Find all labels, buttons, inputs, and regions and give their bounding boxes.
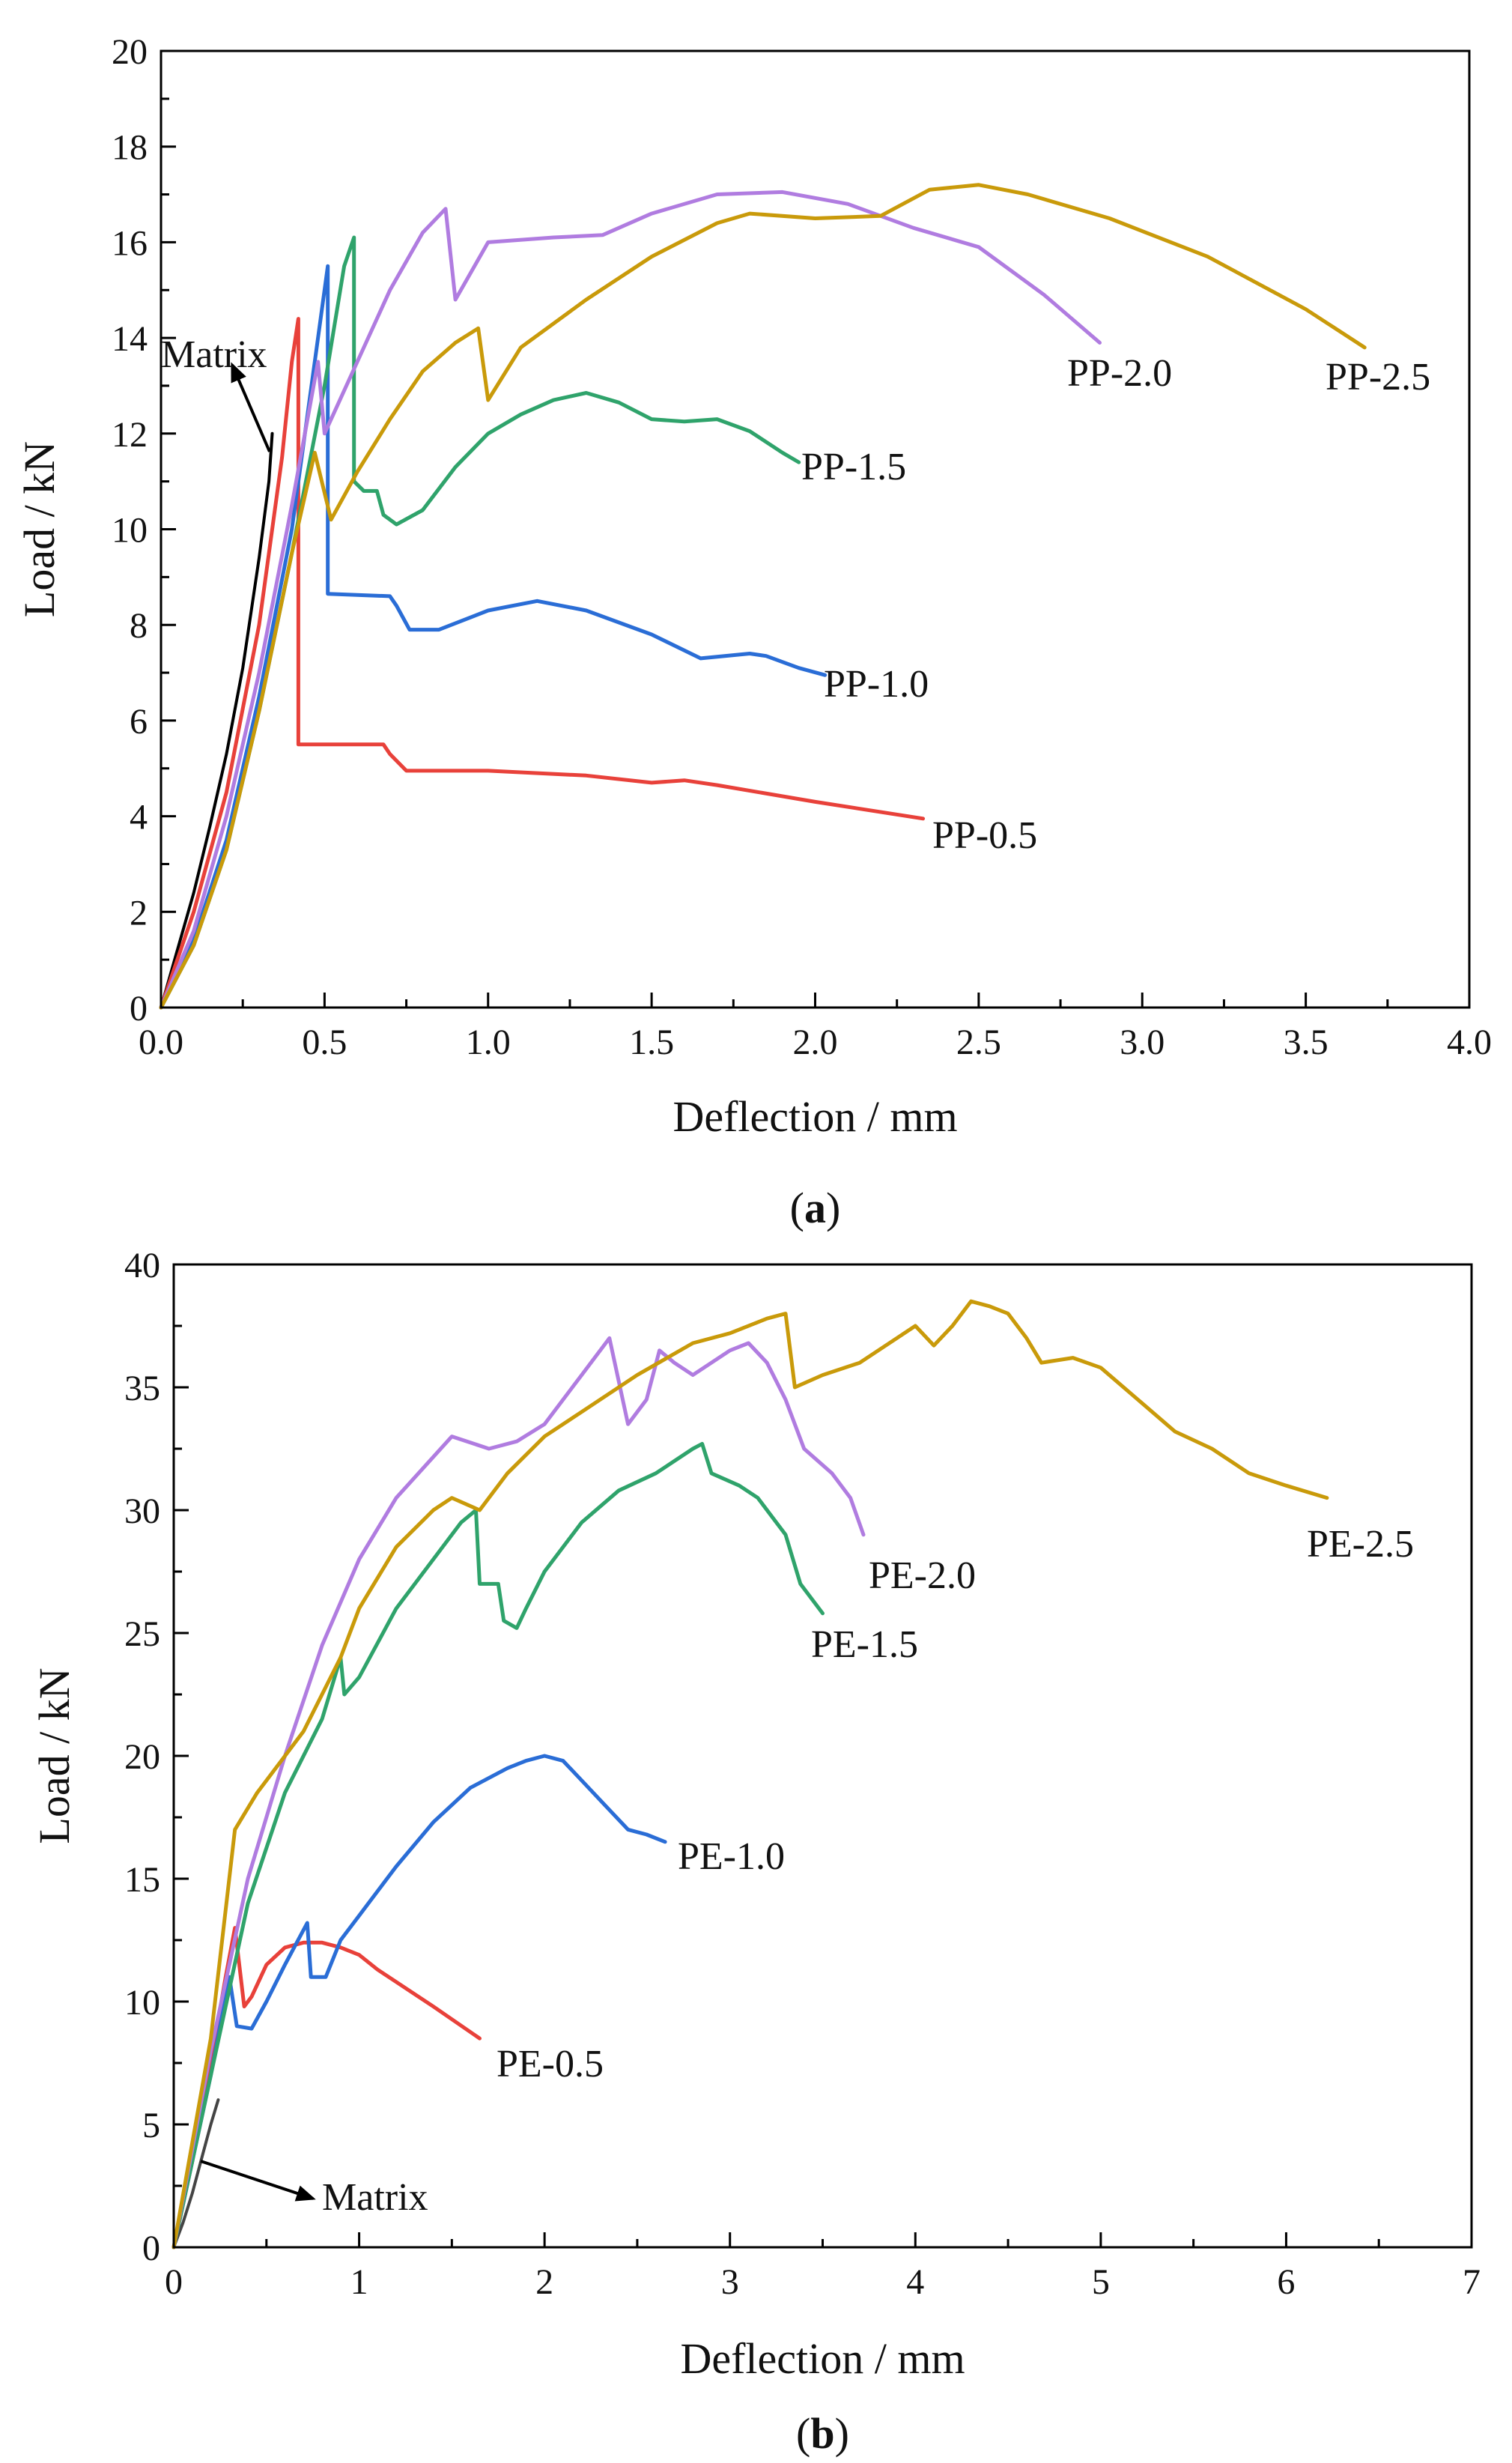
y-tick-label: 4 — [130, 798, 148, 837]
x-tick-label: 7 — [1463, 2262, 1481, 2302]
series-label-pe-0.5: PE-0.5 — [497, 2043, 604, 2085]
x-tick-label: 3.0 — [1120, 1023, 1165, 1062]
x-tick-label: 2 — [535, 2262, 553, 2302]
y-tick-label: 35 — [124, 1369, 160, 1408]
series-line-pp-2.5 — [159, 183, 1367, 1010]
series-label-pe-1.0: PE-1.0 — [678, 1835, 785, 1878]
y-axis-title: Load / kN — [15, 441, 64, 617]
panel-label-letter: b — [810, 2409, 834, 2458]
x-tick-label: 5 — [1092, 2262, 1110, 2302]
x-tick-label: 0 — [165, 2262, 183, 2302]
x-tick-label: 0.5 — [302, 1023, 347, 1062]
x-tick-label: 0.0 — [139, 1023, 183, 1062]
y-tick-label: 0 — [142, 2229, 160, 2268]
y-tick-label: 20 — [112, 32, 148, 72]
x-tick-label: 6 — [1277, 2262, 1295, 2302]
series-line-pp-0.5 — [159, 317, 926, 1010]
series-lines — [171, 1299, 1329, 2250]
matrix-annotation-label: Matrix — [322, 2176, 428, 2219]
y-tick-label: 16 — [112, 223, 148, 263]
x-tick-label: 3 — [721, 2262, 739, 2302]
matrix-annotation-label: Matrix — [161, 333, 267, 376]
series-label-pp-2.5: PP-2.5 — [1326, 356, 1430, 399]
y-tick-label: 8 — [130, 606, 148, 646]
x-tick-label: 2.0 — [793, 1023, 838, 1062]
series-line-pe-1.0 — [171, 1754, 667, 2250]
series-label-pe-1.5: PE-1.5 — [811, 1623, 918, 1666]
x-tick-label: 2.5 — [956, 1023, 1001, 1062]
y-tick-label: 12 — [112, 415, 148, 455]
matrix-annotation-arrow — [231, 362, 271, 452]
series-line-matrix — [160, 431, 274, 1009]
series-line-matrix — [172, 2098, 220, 2249]
panel-b-chart: 0 1 2 3 4 5 6 7 0 5 10 15 20 25 30 35 40 Deflection / mm L… — [30, 1246, 1481, 2458]
y-tick-label: 25 — [124, 1614, 160, 1654]
y-tick-label: 15 — [124, 1860, 160, 1900]
series-label-pp-2.0: PP-2.0 — [1067, 352, 1172, 395]
x-tick-label: 3.5 — [1284, 1023, 1329, 1062]
y-tick-label: 40 — [124, 1246, 160, 1285]
series-label-pe-2.0: PE-2.0 — [869, 1554, 976, 1597]
x-tick-label: 1 — [350, 2262, 368, 2302]
matrix-annotation-arrow — [200, 2160, 316, 2202]
y-tick-label: 2 — [130, 893, 148, 933]
x-tick-label: 1.0 — [466, 1023, 511, 1062]
panel-label: (b) — [796, 2409, 849, 2458]
y-tick-label: 20 — [124, 1737, 160, 1777]
panel-a-chart: 0.0 0.5 1.0 1.5 2.0 2.5 3.0 3.5 4.0 0 2 4 6 8 10 12 14 16… — [15, 32, 1492, 1232]
series-label-pp-0.5: PP-0.5 — [932, 814, 1037, 857]
y-tick-label: 18 — [112, 128, 148, 168]
y-tick-label: 5 — [142, 2106, 160, 2145]
series-line-pp-2.0 — [159, 190, 1102, 1010]
x-tick-label: 4.0 — [1447, 1023, 1492, 1062]
series-line-pe-2.0 — [171, 1336, 866, 2250]
series-lines — [159, 183, 1367, 1010]
y-tick-label: 14 — [112, 319, 148, 359]
x-tick-label: 4 — [906, 2262, 924, 2302]
plot-frame — [172, 1263, 1473, 2249]
y-axis-title: Load / kN — [30, 1667, 79, 1844]
series-label-pp-1.0: PP-1.0 — [824, 663, 929, 706]
panel-label: (a) — [790, 1184, 841, 1232]
panel-label-letter: a — [804, 1184, 826, 1232]
x-tick-label: 1.5 — [629, 1023, 674, 1062]
y-tick-label: 10 — [112, 511, 148, 551]
series-line-pe-2.5 — [171, 1299, 1329, 2250]
series-label-pp-1.5: PP-1.5 — [801, 446, 906, 488]
y-tick-label: 30 — [124, 1491, 160, 1531]
y-tick-label: 10 — [124, 1983, 160, 2023]
plot-frame — [160, 49, 1471, 1009]
series-line-pp-1.0 — [159, 264, 828, 1010]
series-label-pe-2.5: PE-2.5 — [1307, 1523, 1414, 1566]
x-axis-title: Deflection / mm — [672, 1092, 957, 1141]
y-tick-label: 0 — [130, 989, 148, 1028]
series-line-pe-1.5 — [171, 1441, 825, 2250]
x-axis-title: Deflection / mm — [680, 2334, 965, 2383]
y-tick-label: 6 — [130, 702, 148, 742]
